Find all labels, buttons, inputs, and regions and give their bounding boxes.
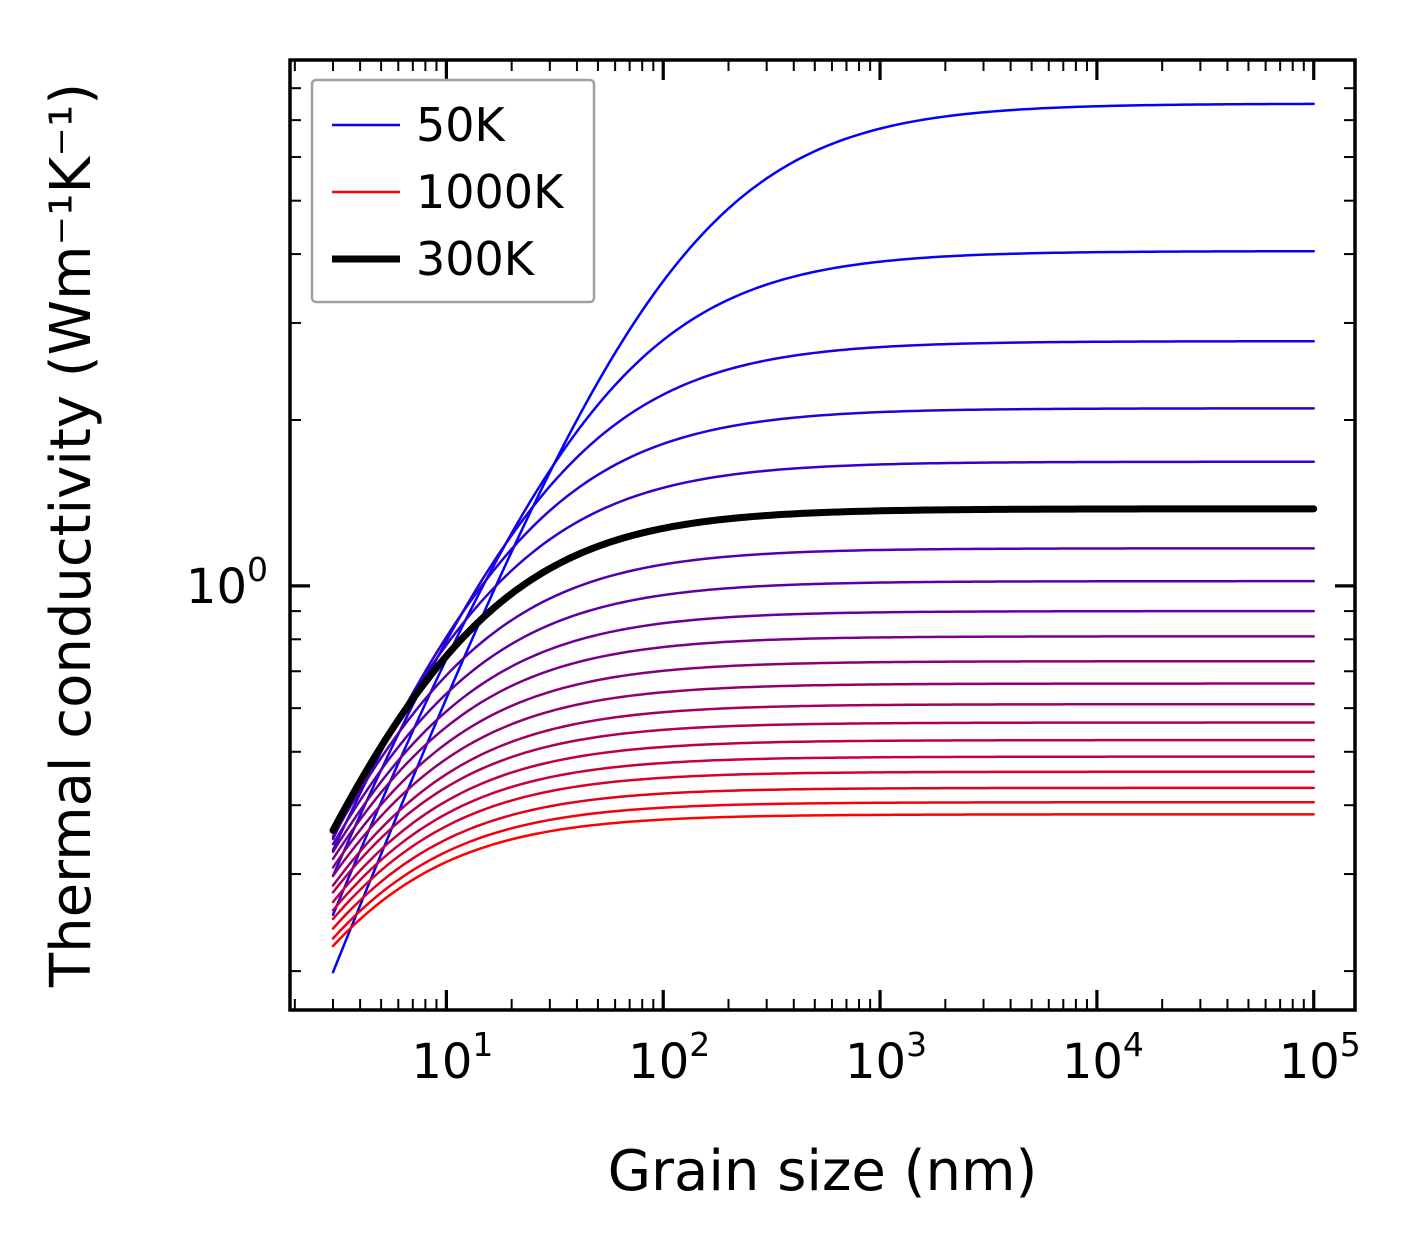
series-line-800K xyxy=(331,755,1315,912)
series-line-250K xyxy=(331,460,1315,841)
curves-group xyxy=(329,102,1318,974)
x-tick-label-10e3: 103 xyxy=(845,1025,927,1090)
legend-label-300K: 300K xyxy=(416,232,536,286)
series-line-400K xyxy=(331,579,1315,846)
x-tick-label-10e1: 101 xyxy=(411,1025,493,1090)
x-axis-label: Grain size (nm) xyxy=(608,1139,1038,1204)
series-line-550K xyxy=(331,659,1315,869)
ticks-group xyxy=(290,59,1355,1010)
series-line-100K xyxy=(331,249,1315,916)
legend-box xyxy=(310,78,596,304)
series-line-950K xyxy=(331,800,1315,940)
series-line-600K xyxy=(331,682,1315,878)
x-tick-label-10e5: 105 xyxy=(1279,1025,1361,1090)
series-line-850K xyxy=(331,770,1315,921)
series-line-450K xyxy=(331,609,1315,854)
series-line-200K xyxy=(331,407,1315,852)
series-line-650K xyxy=(331,702,1315,887)
series-line-150K xyxy=(331,339,1315,878)
x-tick-label-10e4: 104 xyxy=(1062,1025,1144,1090)
series-line-300K xyxy=(329,505,1318,834)
plot-border xyxy=(288,58,1357,1012)
y-axis-label: Thermal conductivity (Wm⁻¹K⁻¹) xyxy=(39,83,104,988)
y-tick-label-10e0: 100 xyxy=(186,550,268,615)
series-line-750K xyxy=(331,738,1315,904)
x-tick-label-10e2: 102 xyxy=(628,1025,710,1090)
series-line-900K xyxy=(331,786,1315,930)
series-line-500K xyxy=(331,635,1315,861)
series-line-350K xyxy=(331,547,1315,838)
series-line-1000K xyxy=(331,813,1315,948)
series-line-700K xyxy=(331,721,1315,894)
legend: 50K 1000K 300K xyxy=(310,78,596,304)
legend-label-50K: 50K xyxy=(416,98,507,152)
legend-label-1000K: 1000K xyxy=(416,165,565,219)
